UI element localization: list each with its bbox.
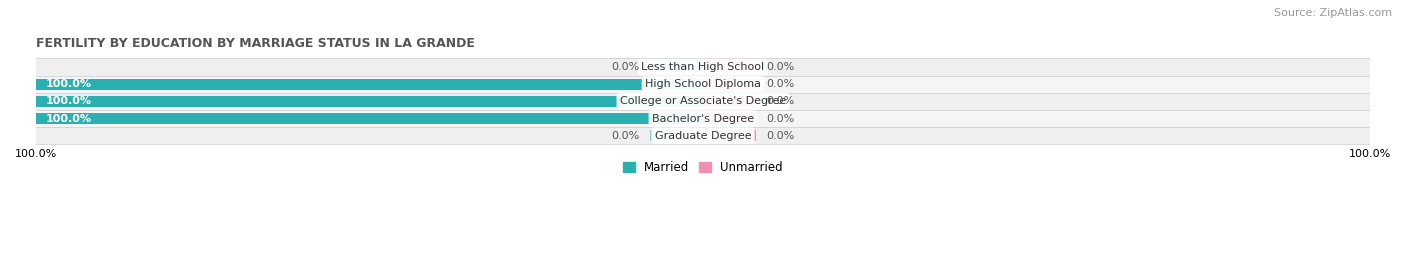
Text: 100.0%: 100.0% [46,79,93,89]
Bar [37,58,1369,76]
Text: Source: ZipAtlas.com: Source: ZipAtlas.com [1274,8,1392,18]
Text: 0.0%: 0.0% [612,131,640,141]
Bar [37,76,1369,93]
Text: 100.0%: 100.0% [46,114,93,123]
Bar [650,62,703,72]
Bar [37,110,1369,127]
Text: Graduate Degree: Graduate Degree [655,131,751,141]
Bar [703,62,756,72]
Bar [703,79,756,90]
Text: High School Diploma: High School Diploma [645,79,761,89]
Bar [703,130,756,141]
Text: 0.0%: 0.0% [766,79,794,89]
Text: Less than High School: Less than High School [641,62,765,72]
Text: FERTILITY BY EDUCATION BY MARRIAGE STATUS IN LA GRANDE: FERTILITY BY EDUCATION BY MARRIAGE STATU… [37,37,475,49]
Bar [37,96,703,107]
Legend: Married, Unmarried: Married, Unmarried [619,156,787,179]
Bar [37,93,1369,110]
Bar [37,127,1369,144]
Bar [37,113,703,124]
Bar [37,79,703,90]
Bar [703,113,756,124]
Text: 0.0%: 0.0% [766,62,794,72]
Text: College or Associate's Degree: College or Associate's Degree [620,96,786,107]
Text: 0.0%: 0.0% [766,131,794,141]
Text: 0.0%: 0.0% [612,62,640,72]
Text: 0.0%: 0.0% [766,114,794,123]
Bar [650,130,703,141]
Text: Bachelor's Degree: Bachelor's Degree [652,114,754,123]
Bar [703,96,756,107]
Text: 0.0%: 0.0% [766,96,794,107]
Text: 100.0%: 100.0% [46,96,93,107]
